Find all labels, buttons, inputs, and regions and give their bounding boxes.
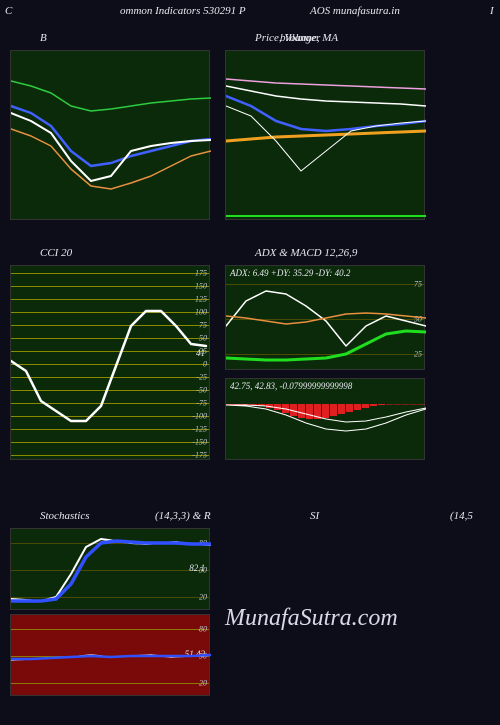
panel-adx: 755025ADX: 6.49 +DY: 35.29 -DY: 40.2 [225,265,425,370]
header-right: AOS munafasutra.in [310,5,400,17]
panel-title-right-stoch_top: (14,3,3) & R [155,510,211,522]
panel-title-rsi: SI [310,510,319,522]
header-left: C [5,5,12,17]
panel-title-stoch_top: Stochastics [40,510,90,522]
panel-title-cci: CCI 20 [40,247,72,259]
panel-macd: 42.75, 42.83, -0.07999999999998 [225,378,425,460]
panel-title-right-rsi: (14,5 [450,510,473,522]
panel-cci: 1751501251007550250-25-50-75-100-125-150… [10,265,210,460]
panel-stoch_bot: 80502051.42 [10,614,210,696]
header-center: ommon Indicators 530291 P [120,5,246,17]
panel-price_ma [225,50,425,220]
panel-title2-price_ma: billanger [280,32,320,44]
panel-title-adx: ADX & MACD 12,26,9 [255,247,357,259]
header-far-right: I [490,5,494,17]
panel-stoch_top: 80502082.1 [10,528,210,610]
panel-title-bollinger: B [40,32,47,44]
page-header: C ommon Indicators 530291 P AOS munafasu… [0,5,500,25]
panel-bollinger [10,50,210,220]
watermark-text: MunafaSutra.com [225,605,398,632]
